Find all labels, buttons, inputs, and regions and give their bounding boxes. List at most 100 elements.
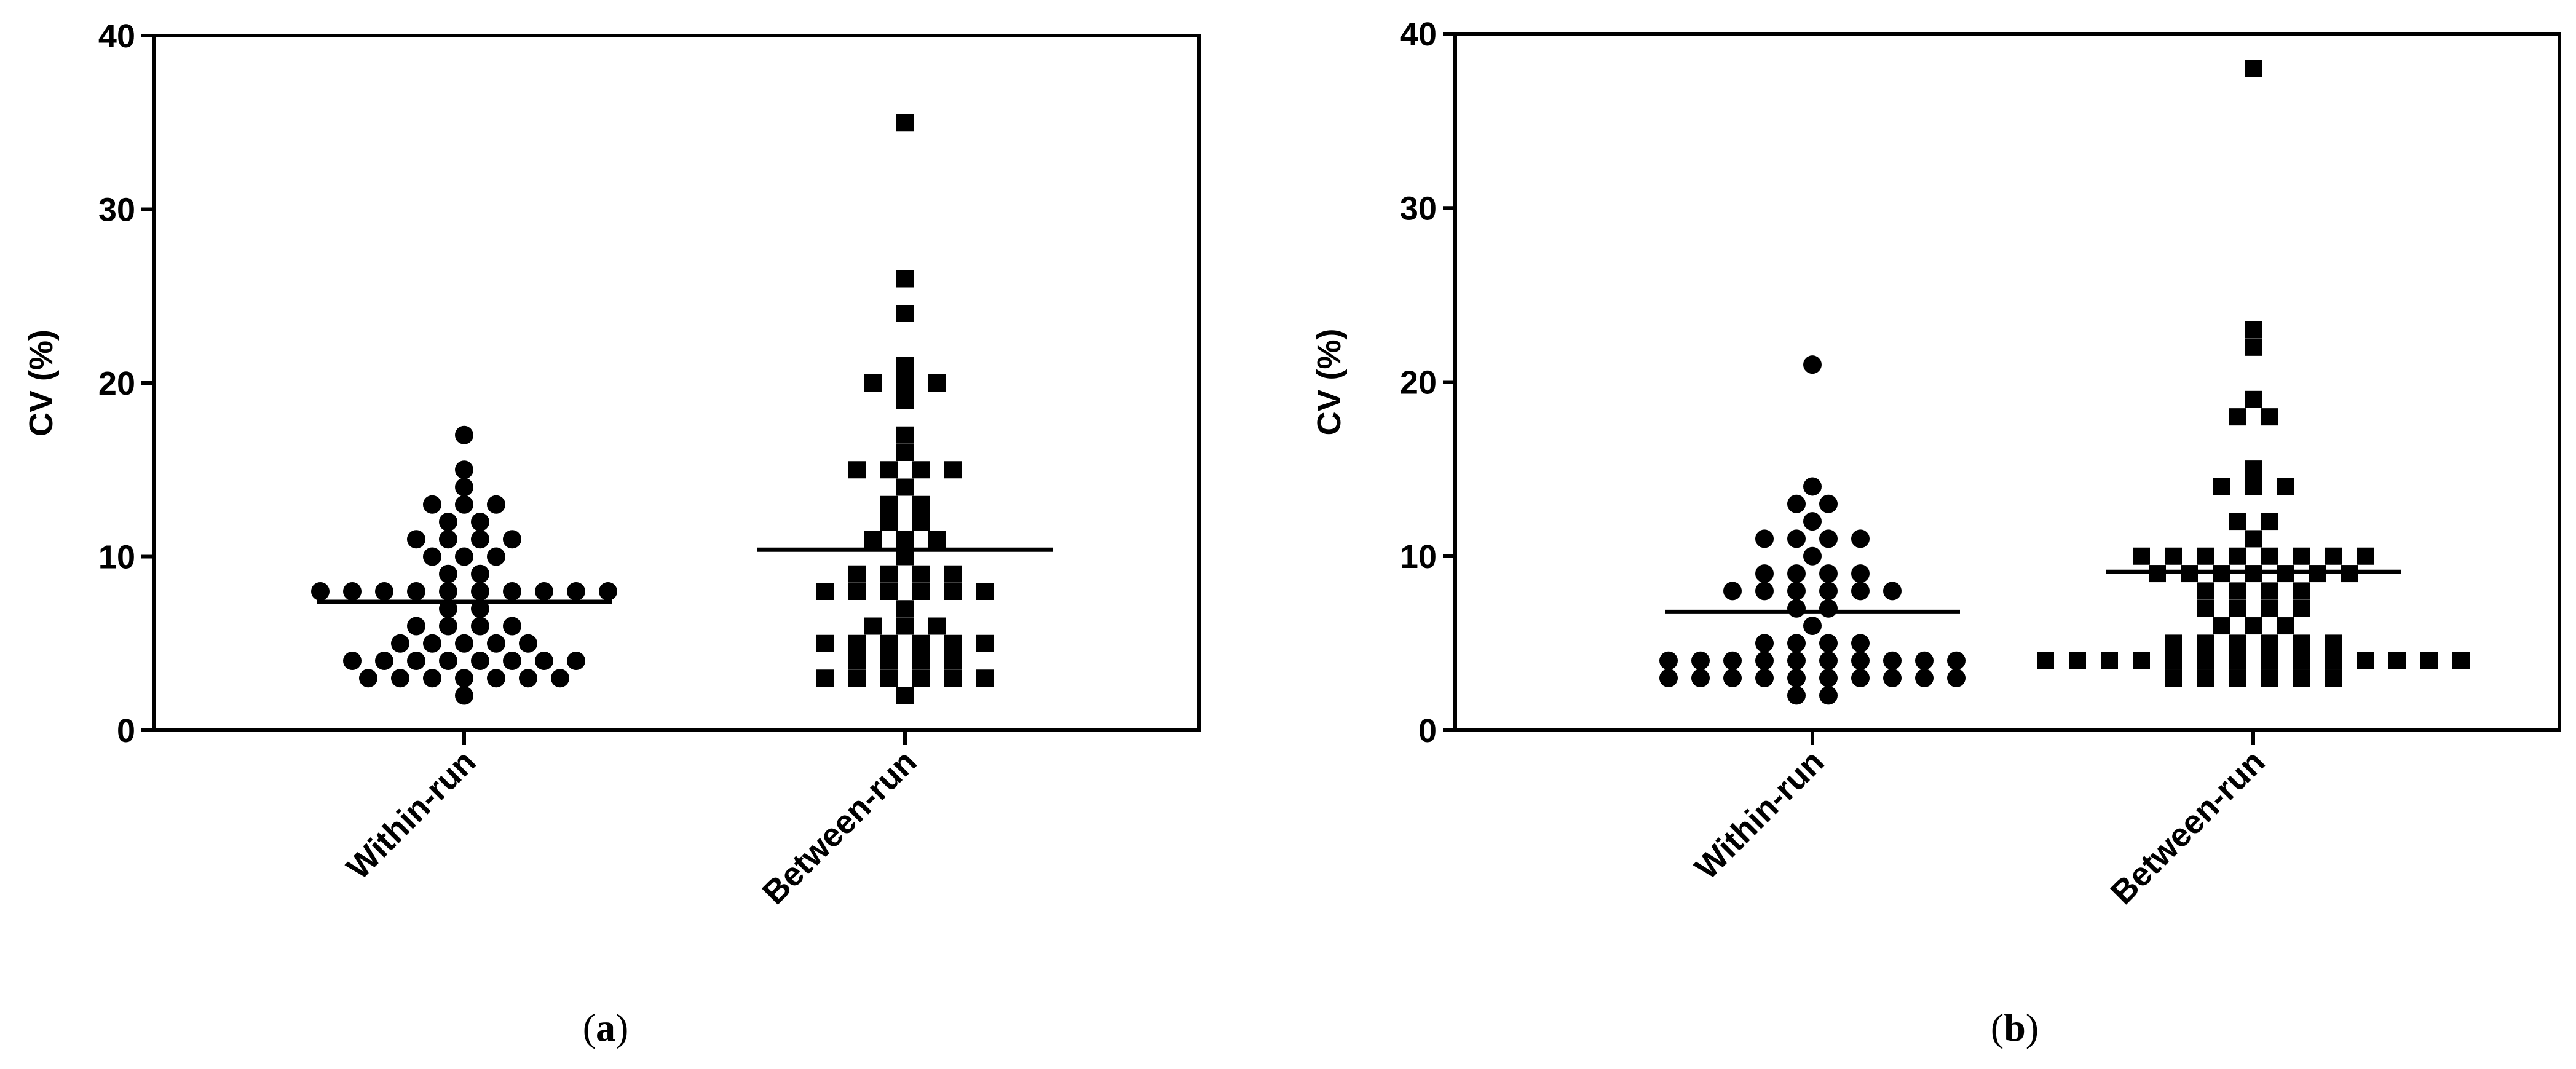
data-point-within-run bbox=[1915, 651, 1934, 670]
data-point-within-run bbox=[1819, 669, 1838, 688]
data-point-within-run bbox=[1851, 669, 1870, 688]
data-point-between-run bbox=[912, 495, 930, 513]
data-point-within-run bbox=[423, 495, 441, 514]
data-point-between-run bbox=[2213, 478, 2230, 495]
data-point-within-run bbox=[1723, 582, 1742, 601]
data-point-between-run bbox=[896, 600, 914, 618]
data-point-between-run bbox=[2293, 669, 2310, 687]
data-point-between-run bbox=[880, 652, 898, 669]
data-point-between-run bbox=[928, 617, 946, 635]
data-point-within-run bbox=[455, 669, 473, 688]
data-point-within-run bbox=[1691, 651, 1710, 670]
data-point-within-run bbox=[471, 564, 489, 583]
data-point-between-run bbox=[976, 634, 994, 652]
data-point-within-run bbox=[439, 652, 457, 670]
data-point-between-run bbox=[896, 687, 914, 704]
data-point-within-run bbox=[1787, 529, 1806, 548]
data-point-between-run bbox=[2197, 634, 2214, 652]
data-point-within-run bbox=[439, 564, 457, 583]
data-point-within-run bbox=[1787, 494, 1806, 513]
data-point-between-run bbox=[880, 634, 898, 652]
data-point-within-run bbox=[455, 478, 473, 497]
data-point-within-run bbox=[1803, 355, 1822, 374]
data-point-between-run bbox=[2261, 547, 2278, 565]
data-point-within-run bbox=[1819, 582, 1838, 601]
data-point-within-run bbox=[1819, 494, 1838, 513]
data-point-within-run bbox=[375, 582, 393, 601]
data-point-within-run bbox=[359, 669, 377, 688]
data-point-between-run bbox=[928, 374, 946, 392]
plot-frame bbox=[152, 34, 1201, 732]
data-point-within-run bbox=[1803, 512, 1822, 531]
data-point-between-run bbox=[2245, 60, 2262, 77]
data-point-within-run bbox=[1755, 651, 1774, 670]
y-axis-label: CV (%) bbox=[23, 329, 60, 436]
data-point-between-run bbox=[864, 374, 882, 392]
data-point-within-run bbox=[1819, 651, 1838, 670]
data-point-within-run bbox=[343, 582, 362, 601]
data-point-between-run bbox=[896, 531, 914, 548]
data-point-within-run bbox=[455, 460, 473, 479]
data-point-between-run bbox=[2101, 652, 2118, 669]
data-point-between-run bbox=[2133, 547, 2150, 565]
data-point-between-run bbox=[896, 374, 914, 392]
data-point-within-run bbox=[439, 530, 457, 549]
chart-svg-a: 0 10 20 30 40 CV (%) Within-run Between-run bbox=[23, 18, 1201, 912]
data-point-within-run bbox=[503, 617, 521, 636]
data-point-between-run bbox=[944, 652, 962, 669]
data-point-within-run bbox=[471, 513, 489, 531]
data-point-within-run bbox=[343, 652, 362, 670]
data-point-between-run bbox=[2293, 582, 2310, 600]
plot-frame bbox=[1453, 32, 2561, 732]
data-point-within-run bbox=[455, 495, 473, 514]
data-point-within-run bbox=[1755, 634, 1774, 653]
data-point-within-run bbox=[1819, 634, 1838, 653]
data-point-within-run bbox=[391, 669, 409, 688]
data-point-between-run bbox=[864, 617, 882, 635]
data-point-within-run bbox=[1787, 582, 1806, 601]
data-point-between-run bbox=[2420, 652, 2438, 669]
data-point-between-run bbox=[944, 669, 962, 687]
data-point-between-run bbox=[2229, 634, 2246, 652]
data-point-within-run bbox=[1851, 651, 1870, 670]
panel-label-b-letter: b bbox=[2004, 1006, 2026, 1049]
data-point-between-run bbox=[912, 652, 930, 669]
data-point-within-run bbox=[407, 530, 425, 549]
data-point-within-run bbox=[503, 652, 521, 670]
data-point-between-run bbox=[896, 357, 914, 374]
y-axis-label: CV (%) bbox=[1311, 329, 1348, 436]
data-point-between-run bbox=[2245, 321, 2262, 339]
x-tick-label-within-run: Within-run bbox=[340, 743, 483, 886]
data-point-within-run bbox=[1819, 599, 1838, 618]
data-point-within-run bbox=[1819, 686, 1838, 705]
data-point-within-run bbox=[1851, 529, 1870, 548]
data-point-between-run bbox=[912, 669, 930, 687]
data-point-between-run bbox=[2293, 547, 2310, 565]
data-point-between-run bbox=[2213, 617, 2230, 635]
data-point-between-run bbox=[2229, 547, 2246, 565]
data-point-between-run bbox=[880, 565, 898, 583]
data-point-between-run bbox=[2229, 599, 2246, 617]
data-point-between-run bbox=[896, 444, 914, 461]
data-point-between-run bbox=[848, 583, 866, 600]
data-point-within-run bbox=[439, 582, 457, 601]
data-point-within-run bbox=[1851, 582, 1870, 601]
data-point-between-run bbox=[944, 461, 962, 479]
data-point-within-run bbox=[407, 582, 425, 601]
data-point-within-run bbox=[1659, 669, 1678, 688]
data-point-between-run bbox=[2261, 652, 2278, 669]
data-point-between-run bbox=[2277, 478, 2294, 495]
data-point-within-run bbox=[471, 617, 489, 636]
y-tick-label: 0 bbox=[1418, 712, 1437, 749]
data-point-within-run bbox=[1851, 634, 1870, 653]
y-tick-label: 20 bbox=[1400, 365, 1437, 401]
data-point-between-run bbox=[2229, 408, 2246, 426]
data-point-within-run bbox=[375, 652, 393, 670]
data-point-within-run bbox=[423, 669, 441, 688]
data-point-within-run bbox=[487, 495, 505, 514]
data-point-between-run bbox=[2277, 617, 2294, 635]
data-point-between-run bbox=[880, 583, 898, 600]
data-point-between-run bbox=[896, 305, 914, 322]
panel-label-a: (a) bbox=[582, 1006, 629, 1049]
data-point-within-run bbox=[455, 686, 473, 705]
